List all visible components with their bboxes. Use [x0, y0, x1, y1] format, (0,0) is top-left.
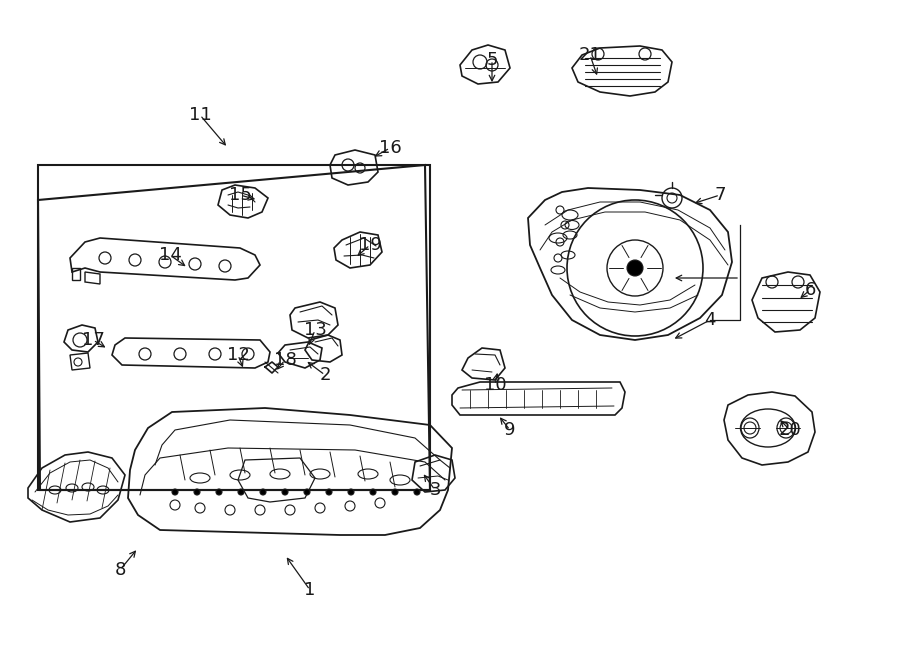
Text: 6: 6: [805, 281, 815, 299]
Text: 8: 8: [114, 561, 126, 579]
Text: 15: 15: [229, 186, 251, 204]
Text: 19: 19: [358, 236, 382, 254]
Circle shape: [194, 489, 200, 495]
Circle shape: [392, 489, 398, 495]
Text: 1: 1: [304, 581, 316, 599]
Text: 16: 16: [379, 139, 401, 157]
Text: 3: 3: [429, 481, 441, 499]
Text: 20: 20: [778, 421, 801, 439]
Text: 21: 21: [579, 46, 601, 64]
Text: 12: 12: [227, 346, 249, 364]
Text: 7: 7: [715, 186, 725, 204]
Circle shape: [414, 489, 420, 495]
Text: 11: 11: [189, 106, 212, 124]
Circle shape: [370, 489, 376, 495]
Circle shape: [260, 489, 266, 495]
Circle shape: [216, 489, 222, 495]
Text: 2: 2: [320, 366, 331, 384]
Text: 14: 14: [158, 246, 182, 264]
Circle shape: [304, 489, 310, 495]
Circle shape: [326, 489, 332, 495]
Text: 5: 5: [486, 51, 498, 69]
Text: 18: 18: [274, 351, 296, 369]
Circle shape: [627, 260, 643, 276]
Circle shape: [282, 489, 288, 495]
Circle shape: [172, 489, 178, 495]
Text: 10: 10: [483, 376, 507, 394]
Text: 4: 4: [704, 311, 716, 329]
Text: 9: 9: [504, 421, 516, 439]
Text: 13: 13: [303, 321, 327, 339]
Circle shape: [238, 489, 244, 495]
Circle shape: [348, 489, 354, 495]
Text: 17: 17: [82, 331, 104, 349]
